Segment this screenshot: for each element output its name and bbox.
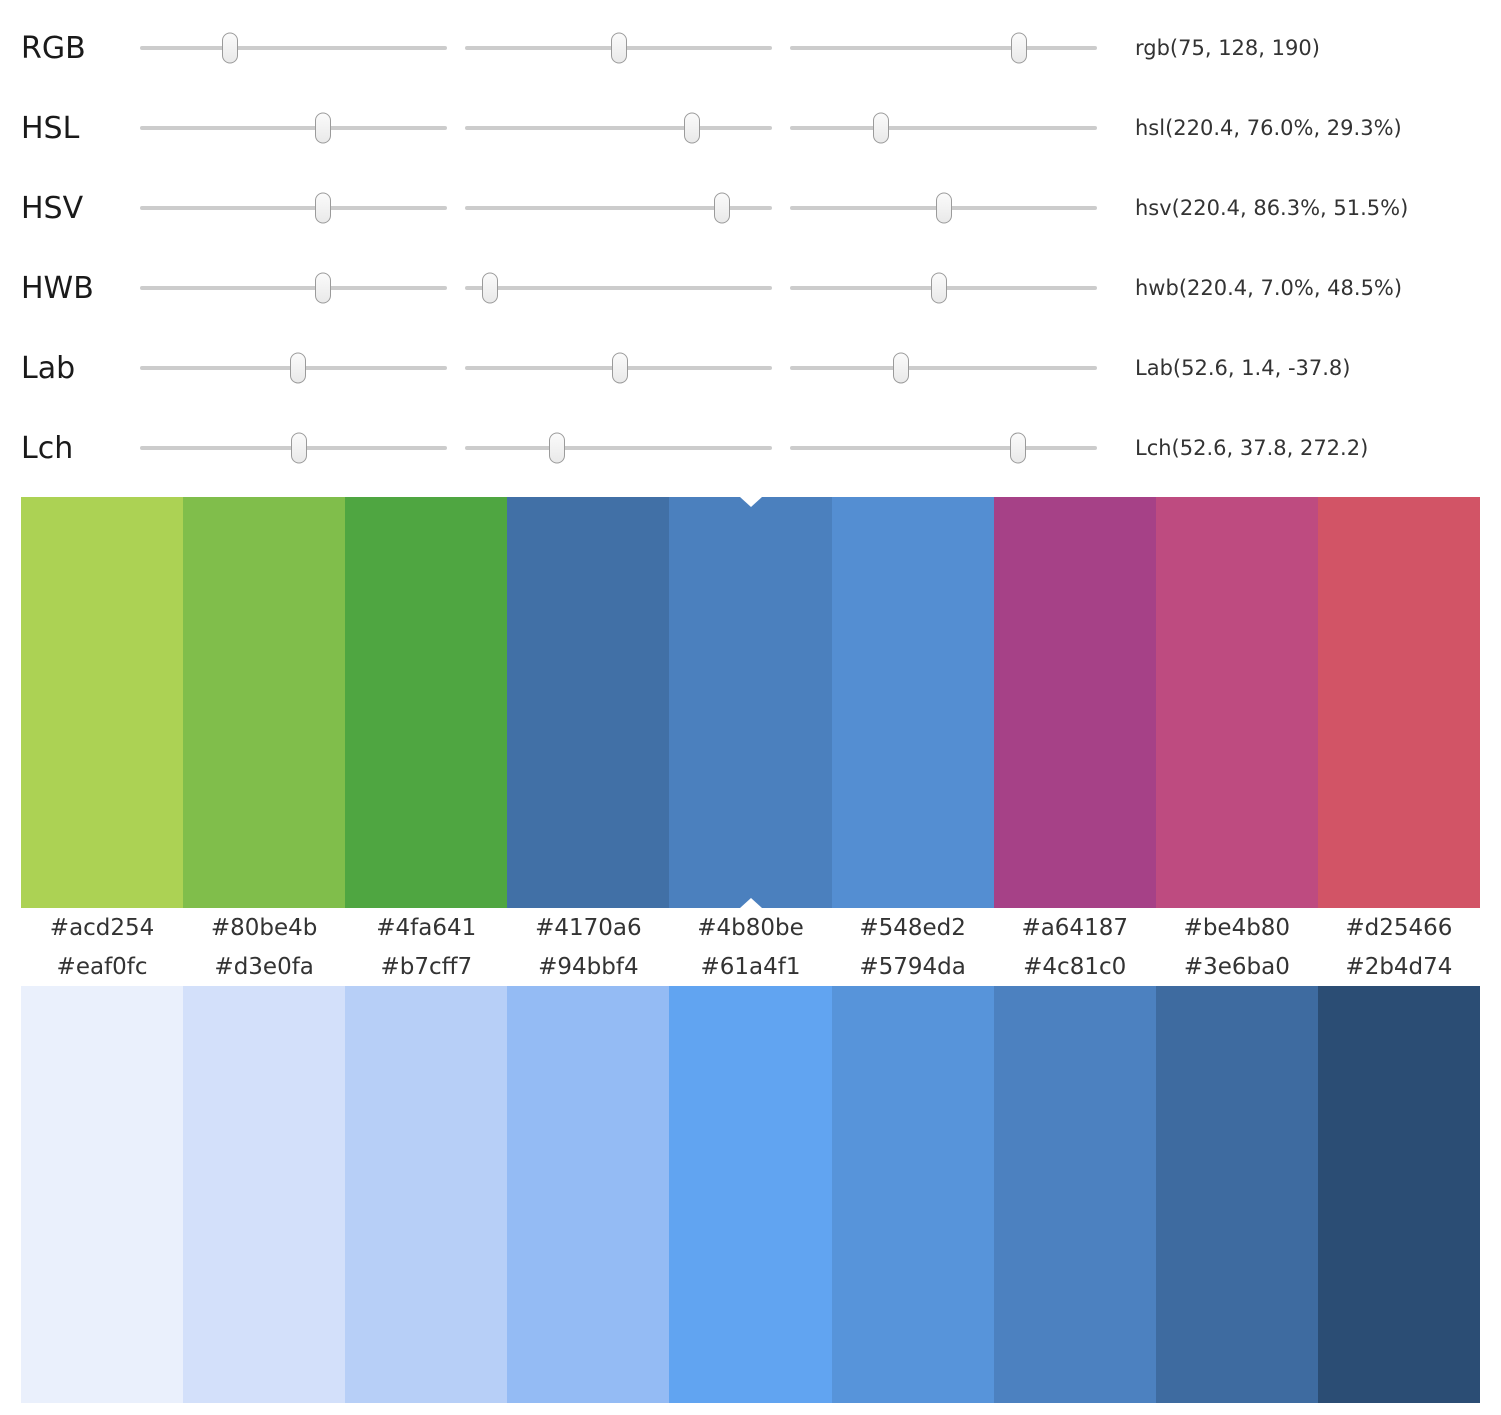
slider-value-lch: Lch(52.6, 37.8, 272.2) (1135, 436, 1369, 460)
hex-label-top-3: #4170a6 (535, 915, 642, 941)
swatch-top-3[interactable] (507, 497, 670, 908)
hex-label-bottom-3: #94bbf4 (538, 954, 639, 980)
hex-label-top-7: #be4b80 (1183, 915, 1291, 941)
hex-label-bottom-0: #eaf0fc (56, 954, 148, 980)
slider-thumb-lab-2[interactable] (893, 352, 910, 384)
slider-track-lch-0[interactable] (140, 432, 447, 464)
slider-track-rgb-2[interactable] (790, 32, 1097, 64)
slider-value-lab: Lab(52.6, 1.4, -37.8) (1135, 356, 1351, 380)
slider-track-hsv-1[interactable] (465, 192, 772, 224)
hex-label-top-2: #4fa641 (376, 915, 477, 941)
slider-thumb-rgb-0[interactable] (222, 32, 239, 64)
slider-track-hwb-2[interactable] (790, 272, 1097, 304)
slider-thumb-lch-2[interactable] (1009, 432, 1026, 464)
hex-label-bottom-1: #d3e0fa (214, 954, 314, 980)
hex-label-top-5: #548ed2 (859, 915, 966, 941)
hex-label-bottom-2: #b7cff7 (380, 954, 473, 980)
swatch-top-7[interactable] (1155, 497, 1318, 908)
slider-row-label-hsv: HSV (21, 190, 84, 226)
slider-thumb-lch-0[interactable] (291, 432, 308, 464)
swatch-top-6[interactable] (993, 497, 1156, 908)
hex-label-top-4: #4b80be (697, 915, 804, 941)
hex-label-bottom-5: #5794da (859, 954, 966, 980)
slider-row-hwb: HWB hwb(220.4, 7.0%, 48.5%) (21, 248, 1501, 328)
slider-track-lch-2[interactable] (790, 432, 1097, 464)
slider-track-hsl-1[interactable] (465, 112, 772, 144)
slider-track-hsl-0[interactable] (140, 112, 447, 144)
slider-thumb-hsv-2[interactable] (936, 192, 953, 224)
slider-track-rgb-1[interactable] (465, 32, 772, 64)
hex-labels-bottom: #eaf0fc #d3e0fa #b7cff7 #94bbf4 #61a4f1 #5794… (21, 947, 1480, 986)
slider-track-lab-0[interactable] (140, 352, 447, 384)
slider-thumb-rgb-1[interactable] (611, 32, 628, 64)
slider-track-hsv-0[interactable] (140, 192, 447, 224)
slider-track-lch-1[interactable] (465, 432, 772, 464)
swatch-bottom-4[interactable] (669, 986, 832, 1403)
swatch-bottom-1[interactable] (183, 986, 346, 1403)
hex-label-bottom-4: #61a4f1 (700, 954, 801, 980)
slider-row-label-rgb: RGB (21, 30, 86, 66)
slider-track-lab-1[interactable] (465, 352, 772, 384)
slider-panel: RGB rgb(75, 128, 190) HSL hsl(220.4, 76.0%,… (0, 0, 1501, 488)
swatch-bottom-8[interactable] (1317, 986, 1480, 1403)
hex-label-top-6: #a64187 (1021, 915, 1128, 941)
hex-label-bottom-7: #3e6ba0 (1183, 954, 1290, 980)
slider-row-lch: Lch Lch(52.6, 37.8, 272.2) (21, 408, 1501, 488)
slider-track-hsl-2[interactable] (790, 112, 1097, 144)
swatch-bottom-6[interactable] (993, 986, 1156, 1403)
hex-labels-top: #acd254 #80be4b #4fa641 #4170a6 #4b80be #548e… (21, 908, 1480, 947)
slider-track-hsv-2[interactable] (790, 192, 1097, 224)
swatch-top-2[interactable] (345, 497, 508, 908)
slider-row-hsl: HSL hsl(220.4, 76.0%, 29.3%) (21, 88, 1501, 168)
palette-hue-variations (21, 497, 1480, 908)
slider-value-hsl: hsl(220.4, 76.0%, 29.3%) (1135, 116, 1402, 140)
slider-thumb-lab-0[interactable] (290, 352, 307, 384)
slider-thumb-hsv-0[interactable] (314, 192, 331, 224)
slider-track-lab-2[interactable] (790, 352, 1097, 384)
hex-label-bottom-8: #2b4d74 (1345, 954, 1453, 980)
palette-tints-shades (21, 986, 1480, 1403)
hex-label-top-1: #80be4b (210, 915, 318, 941)
slider-track-hwb-0[interactable] (140, 272, 447, 304)
slider-value-hsv: hsv(220.4, 86.3%, 51.5%) (1135, 196, 1409, 220)
slider-thumb-hwb-1[interactable] (482, 272, 499, 304)
swatch-top-5[interactable] (831, 497, 994, 908)
hex-label-bottom-6: #4c81c0 (1023, 954, 1127, 980)
swatch-top-0[interactable] (21, 497, 184, 908)
slider-row-label-lch: Lch (21, 430, 74, 466)
slider-track-rgb-0[interactable] (140, 32, 447, 64)
slider-thumb-hsl-1[interactable] (683, 112, 700, 144)
slider-row-label-hwb: HWB (21, 270, 94, 306)
swatch-top-8[interactable] (1317, 497, 1480, 908)
slider-track-hwb-1[interactable] (465, 272, 772, 304)
swatch-bottom-7[interactable] (1155, 986, 1318, 1403)
slider-row-hsv: HSV hsv(220.4, 86.3%, 51.5%) (21, 168, 1501, 248)
slider-thumb-rgb-2[interactable] (1010, 32, 1027, 64)
slider-row-label-lab: Lab (21, 350, 76, 386)
slider-thumb-hsv-1[interactable] (713, 192, 730, 224)
swatch-top-4[interactable] (669, 497, 832, 908)
slider-thumb-hwb-0[interactable] (314, 272, 331, 304)
slider-row-label-hsl: HSL (21, 110, 80, 146)
slider-row-rgb: RGB rgb(75, 128, 190) (21, 8, 1501, 88)
hex-label-top-8: #d25466 (1345, 915, 1453, 941)
swatch-top-1[interactable] (183, 497, 346, 908)
slider-thumb-lab-1[interactable] (612, 352, 629, 384)
slider-value-rgb: rgb(75, 128, 190) (1135, 36, 1320, 60)
slider-value-hwb: hwb(220.4, 7.0%, 48.5%) (1135, 276, 1403, 300)
slider-thumb-lch-1[interactable] (549, 432, 566, 464)
slider-thumb-hsl-0[interactable] (314, 112, 331, 144)
swatch-bottom-0[interactable] (21, 986, 184, 1403)
swatch-bottom-2[interactable] (345, 986, 508, 1403)
slider-thumb-hwb-2[interactable] (930, 272, 947, 304)
swatch-bottom-3[interactable] (507, 986, 670, 1403)
hex-label-top-0: #acd254 (49, 915, 155, 941)
slider-row-lab: Lab Lab(52.6, 1.4, -37.8) (21, 328, 1501, 408)
slider-thumb-hsl-2[interactable] (873, 112, 890, 144)
swatch-bottom-5[interactable] (831, 986, 994, 1403)
